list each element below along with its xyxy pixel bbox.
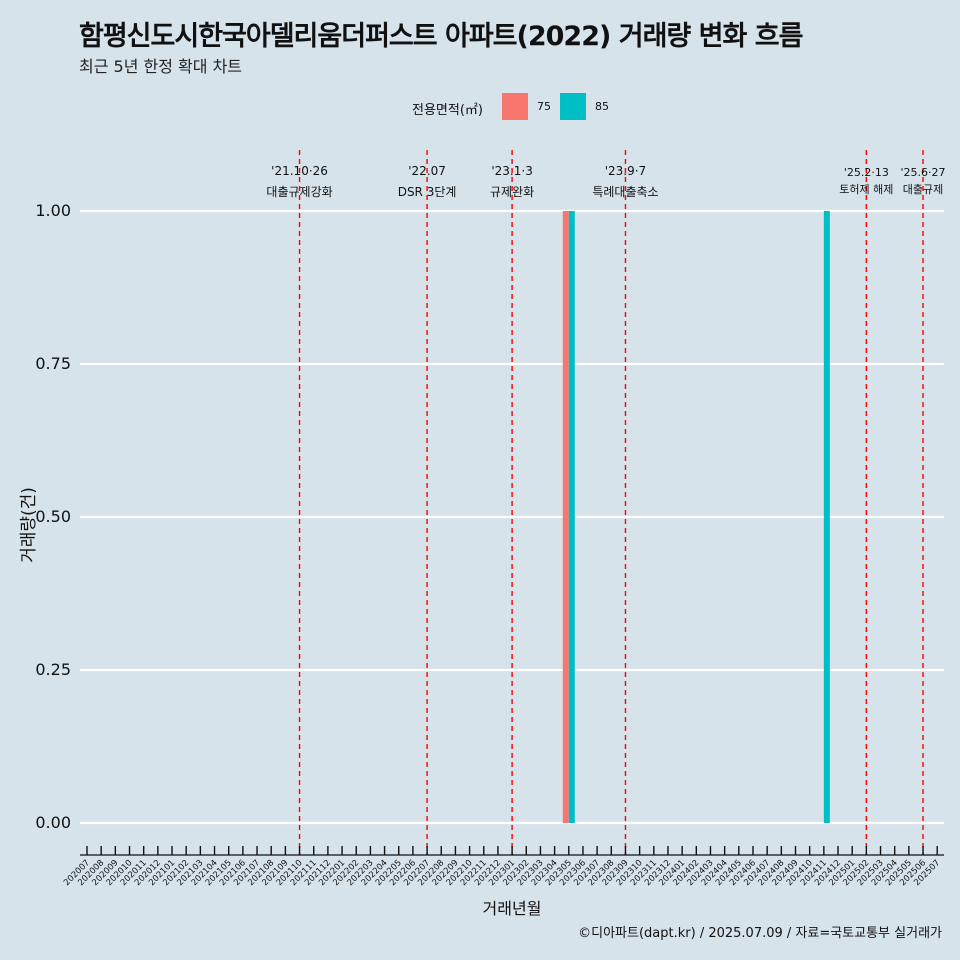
bar-75-202305 [562,211,569,823]
event-label-202506: 대출규제 [903,183,943,196]
legend-label-85: 85 [595,100,609,113]
event-date-202110: '21.10·26 [271,164,328,178]
y-tick-label: 0.75 [35,354,71,373]
y-tick-label: 0.50 [35,507,71,526]
event-date-202506: '25.6·27 [901,166,946,179]
legend-key-85 [560,93,586,120]
legend: 전용면적(㎡) 75 85 [0,93,960,121]
event-date-202309: '23.9·7 [605,164,646,178]
legend-title: 전용면적(㎡) [412,103,483,118]
event-label-202207: DSR 3단계 [398,185,457,199]
bar-85-202411 [823,211,830,823]
chart-title: 함평신도시한국아델리움더퍼스트 아파트(2022) 거래량 변화 흐름 [79,21,803,52]
event-label-202301: 규제완화 [490,185,534,199]
bar-85-202305 [568,211,575,823]
x-axis-title: 거래년월 [483,899,542,918]
legend-key-75 [502,93,528,120]
y-tick-label: 0.25 [35,660,71,679]
event-date-202207: '22.07 [408,164,446,178]
y-tick-label: 0.00 [35,813,71,832]
chart-subtitle: 최근 5년 한정 확대 차트 [79,57,243,76]
legend-label-75: 75 [537,100,551,113]
y-tick-label: 1.00 [35,201,71,220]
event-date-202301: '23.1·3 [491,164,532,178]
source-caption: ©디아파트(dapt.kr) / 2025.07.09 / 자료=국토교통부 실… [578,926,942,941]
y-axis-title: 거래량(건) [19,487,39,563]
event-label-202309: 특례대출축소 [592,185,658,199]
event-date-202502: '25.2·13 [844,166,889,179]
event-label-202502: 토허제 해제 [839,182,893,196]
event-label-202110: 대출규제강화 [266,185,332,199]
